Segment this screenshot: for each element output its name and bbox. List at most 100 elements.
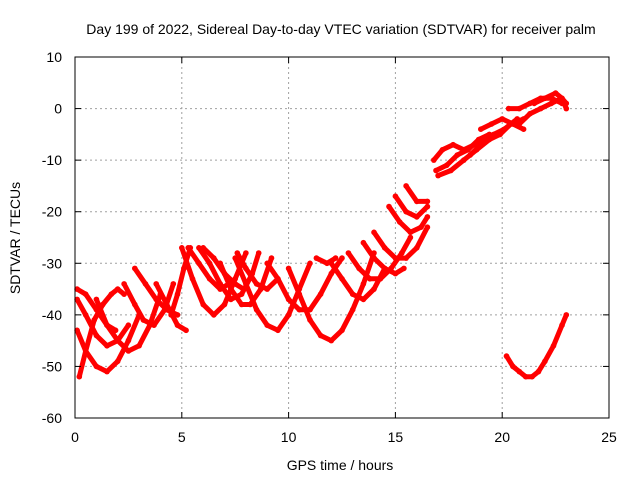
data-point bbox=[360, 239, 367, 246]
data-point bbox=[317, 291, 324, 298]
data-point bbox=[296, 306, 303, 313]
x-tick-label: 10 bbox=[281, 429, 297, 445]
plot-frame bbox=[74, 56, 610, 419]
data-point bbox=[537, 105, 544, 112]
data-point bbox=[349, 291, 356, 298]
data-point bbox=[196, 245, 202, 251]
data-point bbox=[313, 255, 320, 261]
series-arc-21 bbox=[345, 234, 414, 282]
data-point bbox=[418, 224, 424, 230]
data-point bbox=[386, 203, 392, 210]
data-point bbox=[221, 301, 228, 308]
y-tick-label: -30 bbox=[42, 255, 62, 271]
data-point bbox=[307, 317, 313, 323]
x-axis-label: GPS time / hours bbox=[287, 457, 394, 473]
y-tick-label: -10 bbox=[42, 152, 62, 168]
data-point bbox=[403, 208, 409, 215]
data-point bbox=[168, 312, 174, 318]
y-tick-labels: 10 0 -10 -20 -30 -40 -50 -60 bbox=[42, 49, 62, 426]
data-point bbox=[74, 286, 80, 292]
series-arc-24 bbox=[386, 203, 431, 236]
data-point bbox=[431, 157, 437, 163]
data-point bbox=[339, 327, 345, 334]
data-point bbox=[552, 90, 559, 96]
data-point bbox=[478, 141, 484, 148]
data-point bbox=[121, 281, 127, 287]
series-arc-18 bbox=[285, 250, 377, 344]
series-arc-23 bbox=[371, 224, 431, 261]
data-point bbox=[74, 296, 80, 303]
data-point bbox=[238, 301, 245, 308]
series-arc-31 bbox=[478, 116, 527, 132]
data-point bbox=[91, 317, 97, 323]
x-tick-label: 0 bbox=[71, 429, 79, 445]
y-axis-label: SDTVAR / TECUs bbox=[7, 182, 23, 294]
data-point bbox=[217, 260, 223, 267]
data-point bbox=[200, 245, 206, 251]
data-point bbox=[401, 265, 407, 272]
data-point bbox=[381, 265, 388, 272]
data-point bbox=[140, 317, 147, 323]
data-point bbox=[132, 301, 138, 308]
data-point bbox=[206, 276, 213, 282]
y-tick-label: -20 bbox=[42, 204, 62, 220]
series-arc-2 bbox=[74, 312, 142, 375]
data-point bbox=[450, 141, 456, 148]
data-point bbox=[407, 229, 414, 236]
data-point bbox=[114, 337, 121, 344]
data-point bbox=[381, 245, 388, 251]
data-point bbox=[275, 276, 281, 282]
data-point bbox=[217, 281, 223, 287]
data-point bbox=[253, 281, 260, 287]
series-arc-30 bbox=[467, 116, 520, 158]
data-point bbox=[371, 286, 377, 292]
data-point bbox=[332, 255, 339, 261]
data-point bbox=[529, 373, 535, 380]
data-point bbox=[403, 255, 409, 261]
data-point bbox=[535, 368, 542, 375]
data-point bbox=[285, 265, 292, 272]
data-point bbox=[153, 281, 159, 287]
data-point bbox=[174, 291, 181, 298]
data-point bbox=[275, 327, 281, 334]
x-tick-label: 5 bbox=[178, 429, 186, 445]
data-point bbox=[121, 291, 127, 298]
data-point bbox=[396, 219, 403, 225]
data-point bbox=[563, 312, 570, 318]
x-tick-label: 25 bbox=[601, 429, 617, 445]
data-point bbox=[339, 276, 345, 282]
data-point bbox=[516, 121, 523, 127]
data-point bbox=[211, 312, 217, 318]
data-point bbox=[296, 291, 303, 298]
data-point bbox=[371, 229, 377, 236]
data-point bbox=[510, 363, 516, 370]
data-point bbox=[179, 245, 185, 251]
data-point bbox=[170, 281, 177, 287]
data-point bbox=[377, 276, 384, 282]
data-point bbox=[424, 198, 431, 205]
data-point bbox=[307, 260, 313, 267]
data-point bbox=[505, 105, 512, 112]
data-point bbox=[424, 214, 431, 220]
data-point bbox=[392, 193, 399, 199]
data-point bbox=[439, 147, 446, 153]
data-point bbox=[125, 322, 132, 329]
data-point bbox=[461, 157, 467, 163]
data-point bbox=[414, 198, 420, 205]
data-point bbox=[82, 312, 89, 318]
data-point bbox=[349, 306, 356, 313]
data-point bbox=[542, 358, 548, 365]
data-point bbox=[360, 296, 367, 303]
data-point bbox=[510, 121, 516, 127]
data-point bbox=[407, 234, 414, 241]
data-point bbox=[499, 116, 506, 122]
data-point bbox=[443, 162, 450, 169]
data-point bbox=[399, 250, 405, 256]
data-point bbox=[392, 270, 399, 277]
series-line bbox=[392, 193, 430, 220]
y-tick-label: -40 bbox=[42, 307, 62, 323]
series-line bbox=[504, 312, 569, 380]
data-point bbox=[467, 152, 474, 158]
